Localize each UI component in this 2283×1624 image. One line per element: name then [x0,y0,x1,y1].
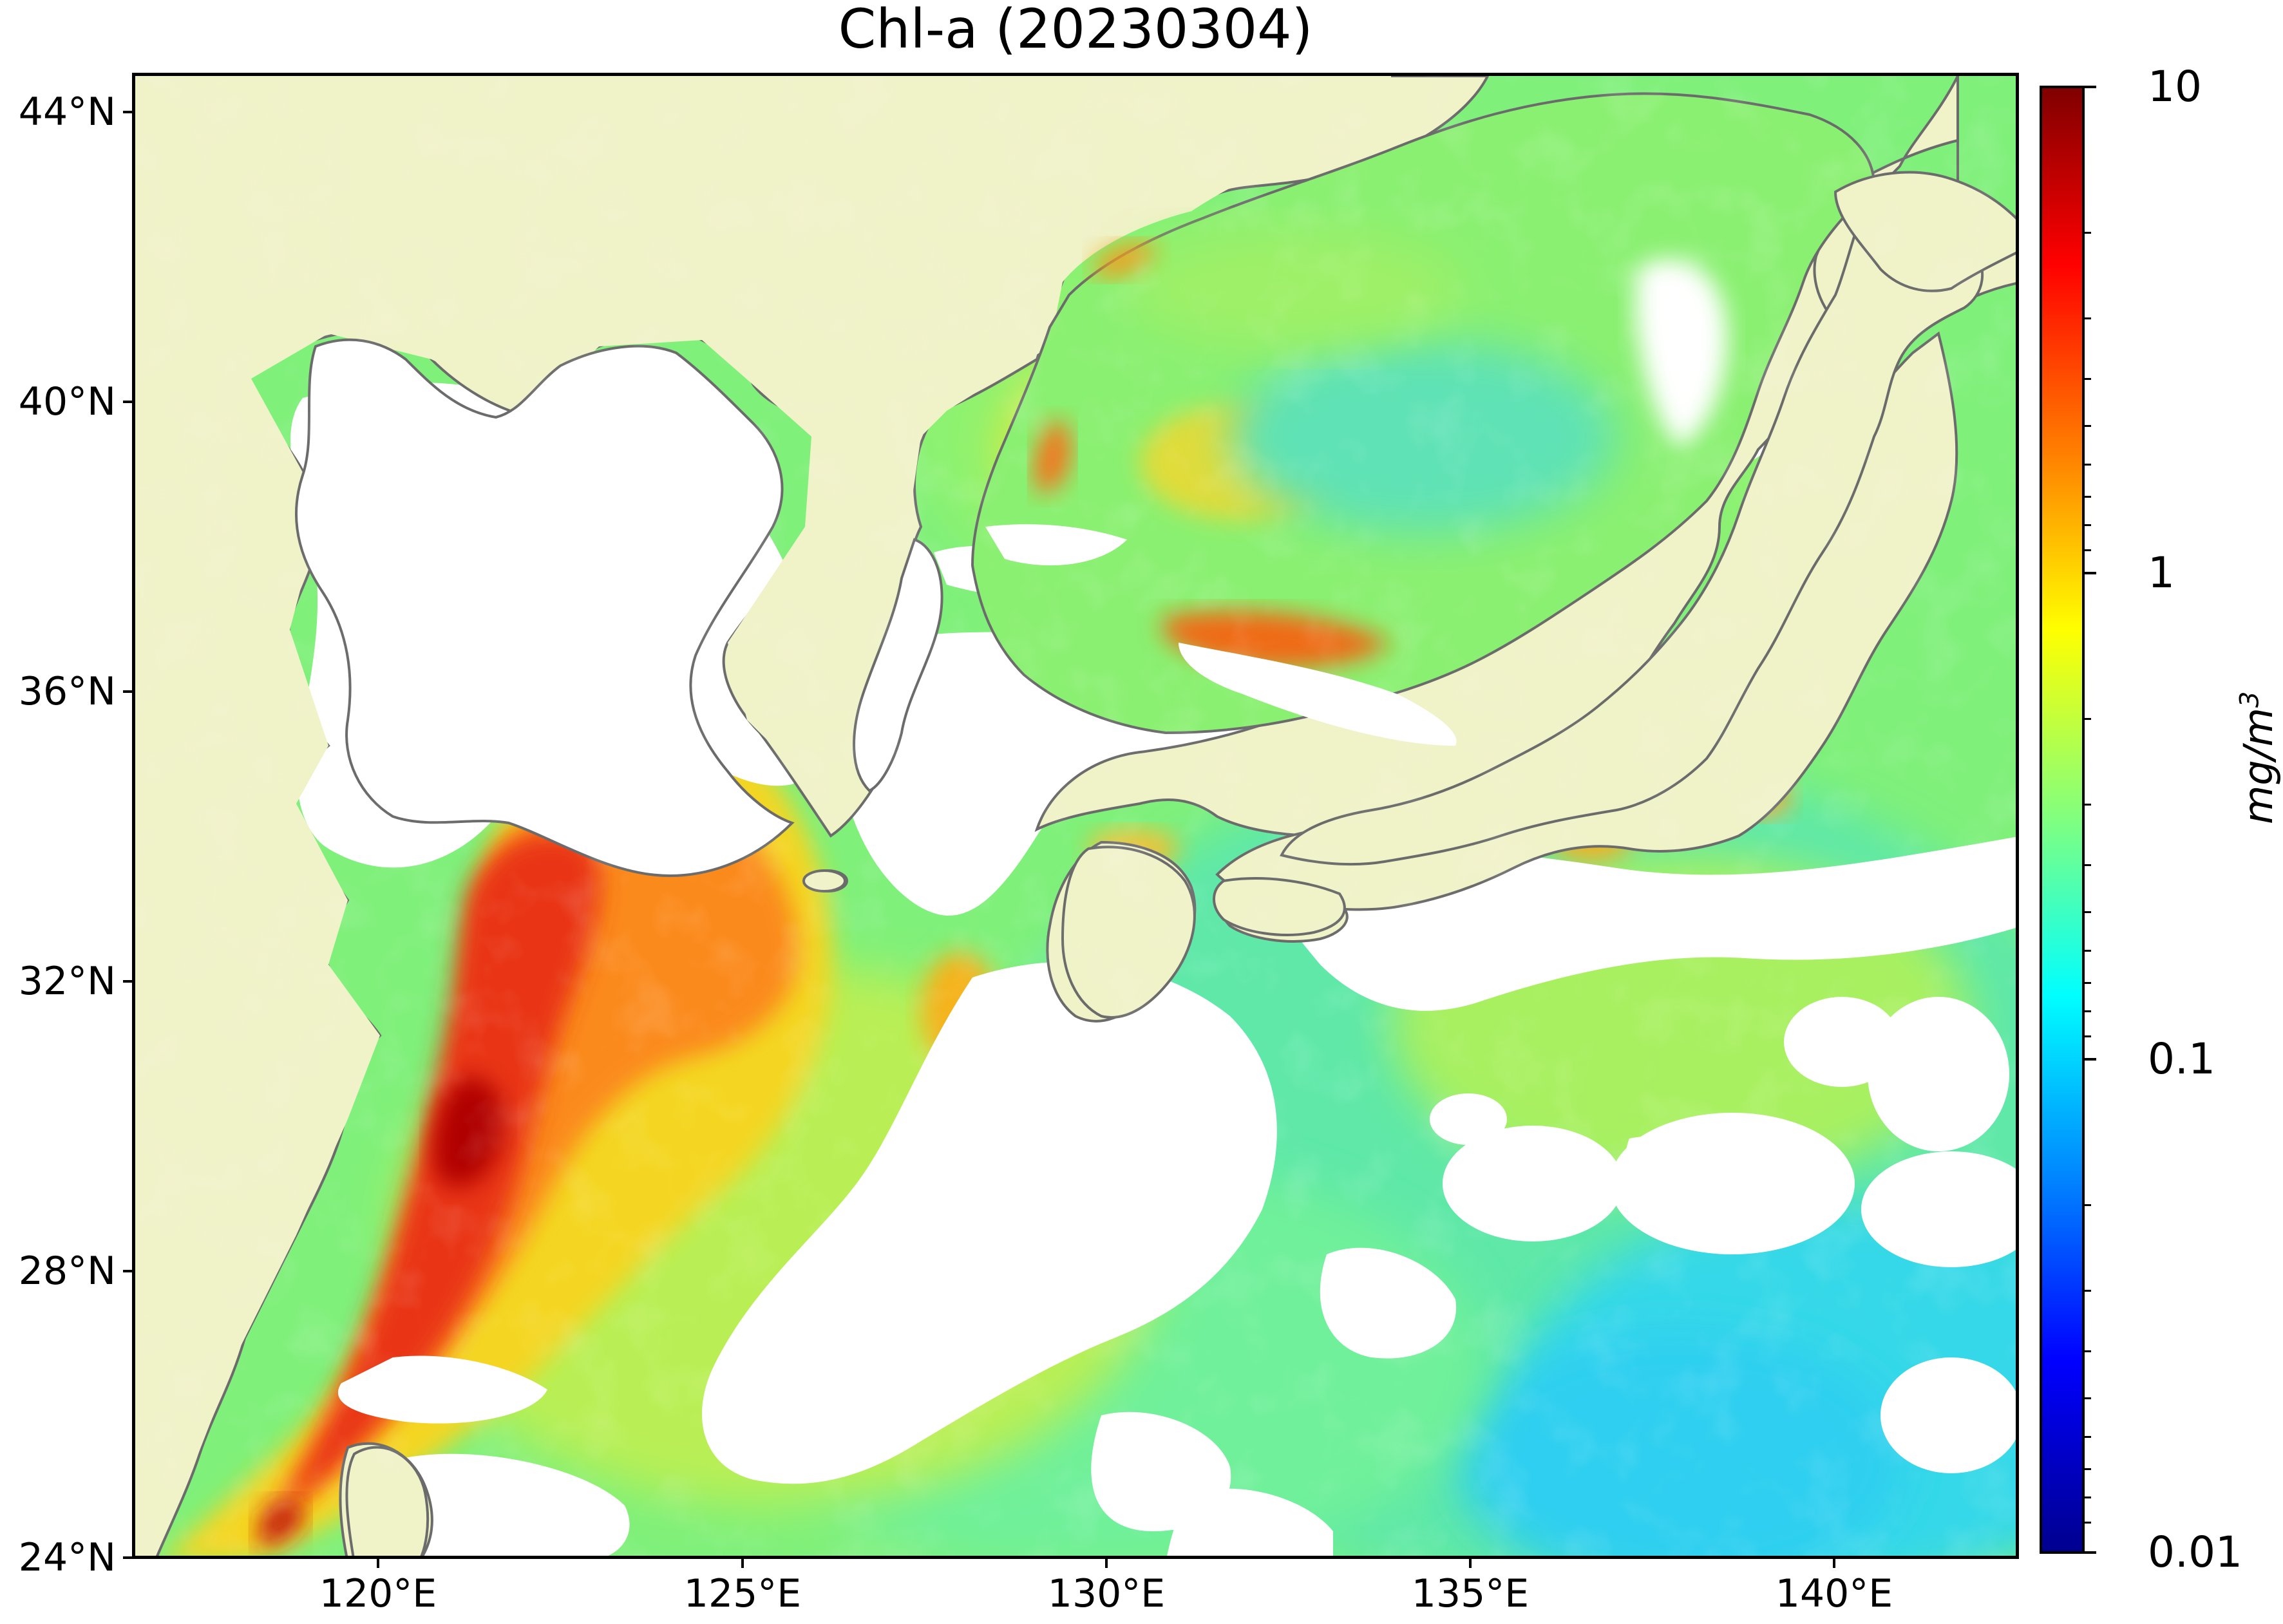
colorbar [2040,86,2085,1554]
lat-tick-44 [123,111,132,113]
cbar-tick-1 [2085,572,2096,574]
cbar-minor-tick [2085,524,2091,526]
cbar-label-10: 10 [2148,62,2202,111]
lat-label-24: 24°N [18,1535,116,1580]
cbar-minor-tick [2085,1010,2091,1012]
texture-overlay [135,76,2016,1556]
lon-label-135: 135°E [1411,1571,1530,1616]
cbar-minor-tick [2085,1204,2091,1206]
cbar-minor-tick [2085,425,2091,427]
lat-label-40: 40°N [18,379,116,424]
cbar-tick-10 [2085,86,2096,88]
cbar-minor-tick [2085,1290,2091,1292]
cbar-minor-tick [2085,464,2091,466]
cbar-minor-tick [2085,982,2091,984]
cbar-minor-tick [2085,378,2091,380]
unit-base: mg/m [2235,707,2282,824]
cbar-tick-0-1 [2085,1058,2096,1061]
lat-tick-40 [123,401,132,403]
cbar-minor-tick [2085,1522,2091,1524]
lat-tick-36 [123,690,132,693]
cbar-minor-tick [2085,911,2091,913]
cbar-minor-tick [2085,864,2091,866]
lon-tick-125 [741,1559,744,1568]
lat-tick-24 [123,1556,132,1559]
lat-label-36: 36°N [18,669,116,714]
cbar-minor-tick [2085,317,2091,319]
lat-label-28: 28°N [18,1249,116,1294]
cbar-minor-tick [2085,1468,2091,1470]
cbar-minor-tick [2085,549,2091,551]
cbar-label-0-01: 0.01 [2148,1527,2242,1577]
lon-label-125: 125°E [683,1571,802,1616]
cbar-minor-tick [2085,496,2091,498]
lat-tick-28 [123,1270,132,1272]
cbar-tick-0-01 [2085,1551,2096,1554]
lat-tick-32 [123,980,132,983]
unit-exponent: 3 [2235,691,2265,708]
cbar-minor-tick [2085,804,2091,806]
chlorophyll-map [135,76,2016,1556]
lon-label-130: 130°E [1047,1571,1166,1616]
cbar-minor-tick [2085,1397,2091,1399]
map-panel [132,73,2019,1559]
colorbar-unit-label: mg/m3 [2235,692,2282,825]
cbar-minor-tick [2085,1497,2091,1498]
lat-label-32: 32°N [18,959,116,1004]
map-title: Chl-a (20230304) [838,0,1313,61]
lon-tick-140 [1833,1559,1835,1568]
lon-tick-130 [1105,1559,1108,1568]
cbar-minor-tick [2085,718,2091,720]
cbar-minor-tick [2085,950,2091,952]
cbar-minor-tick [2085,1350,2091,1352]
cbar-label-0-1: 0.1 [2148,1034,2215,1084]
lon-label-140: 140°E [1775,1571,1893,1616]
lon-tick-135 [1469,1559,1472,1568]
lat-label-44: 44°N [18,90,116,135]
cbar-label-1: 1 [2148,548,2175,598]
cbar-minor-tick [2085,1436,2091,1438]
cbar-minor-tick [2085,1035,2091,1037]
lon-label-120: 120°E [319,1571,437,1616]
cbar-minor-tick [2085,232,2091,234]
lon-tick-120 [377,1559,379,1568]
